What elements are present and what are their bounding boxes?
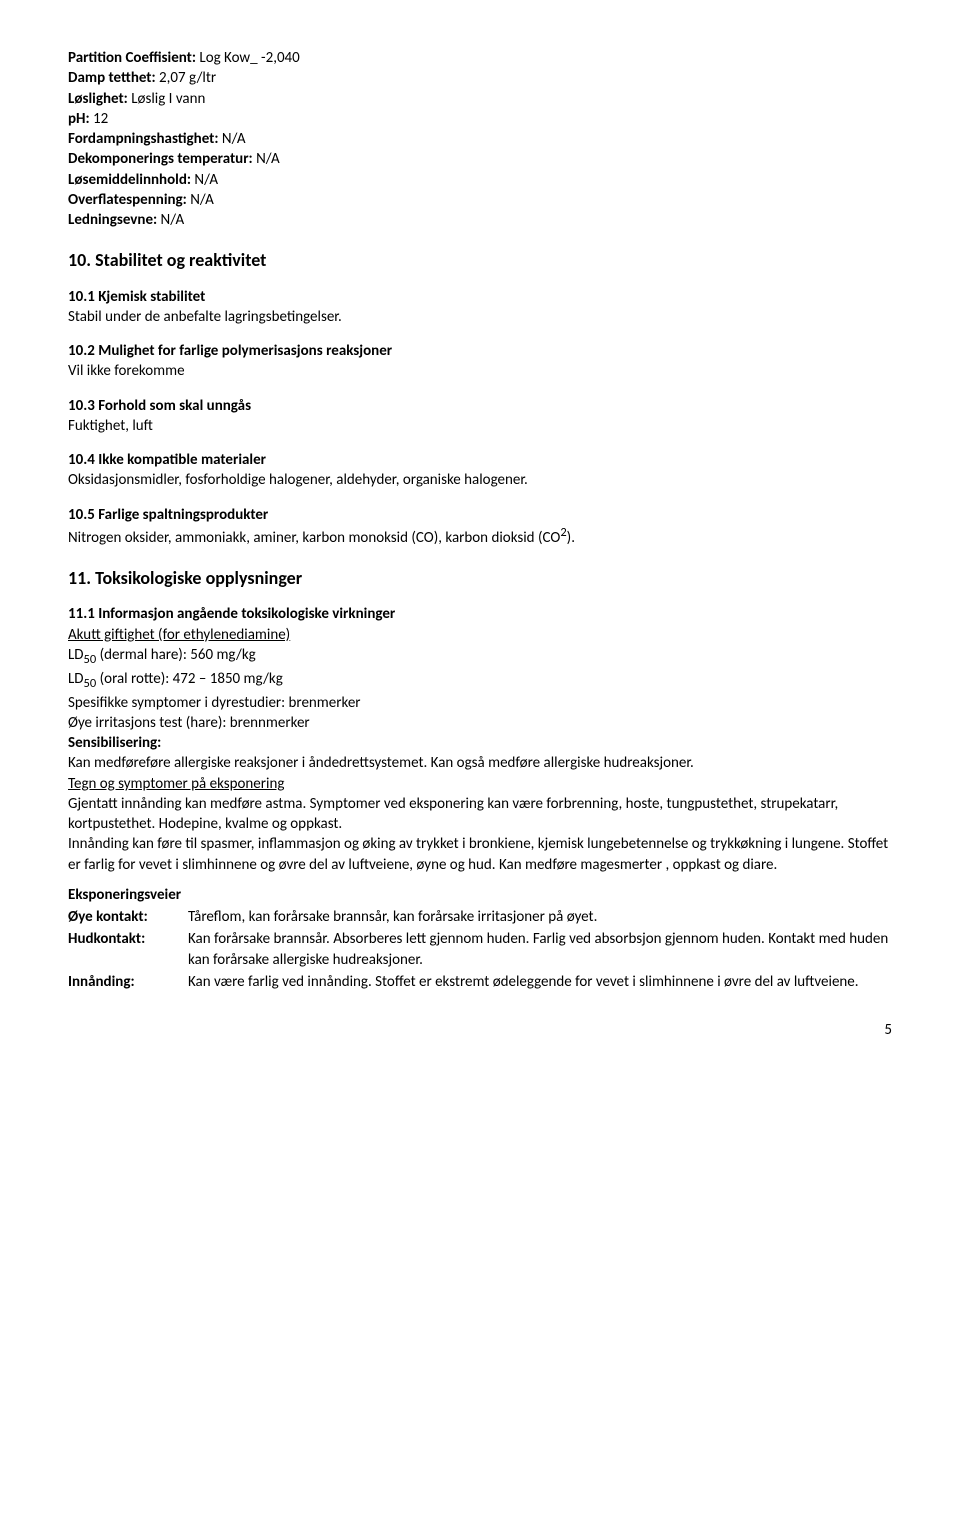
page-number: 5 bbox=[68, 1020, 892, 1040]
sensitisation-text: Kan medføreføre allergiske reaksjoner i … bbox=[68, 753, 892, 773]
section-10-5-heading: 10.5 Farlige spaltningsprodukter bbox=[68, 505, 892, 525]
ld50-dermal-prefix: LD bbox=[68, 646, 84, 664]
section-10-5-text: Nitrogen oksider, ammoniakk, aminer, kar… bbox=[68, 525, 892, 548]
ld50-dermal-subscript: 50 bbox=[84, 652, 97, 667]
section-10-2-heading: 10.2 Mulighet for farlige polymerisasjon… bbox=[68, 341, 892, 361]
exposure-eye-value: Tåreflom, kan forårsake brannsår, kan fo… bbox=[188, 907, 892, 927]
evaporation-value: N/A bbox=[219, 130, 246, 148]
solvent-value: N/A bbox=[191, 171, 218, 189]
solvent-label: Løsemiddelinnhold: bbox=[68, 171, 191, 189]
decomp-label: Dekomponerings temperatur: bbox=[68, 150, 253, 168]
section-10-5-text-b: ). bbox=[567, 529, 575, 547]
ld50-dermal-value: (dermal hare): 560 mg/kg bbox=[96, 646, 255, 664]
conductivity-value: N/A bbox=[157, 211, 184, 229]
solubility-label: Løslighet: bbox=[68, 90, 128, 108]
section-11-title: 11. Toksikologiske opplysninger bbox=[68, 566, 892, 590]
section-10-4-text: Oksidasjonsmidler, fosforholdige halogen… bbox=[68, 470, 892, 490]
evaporation-label: Fordampningshastighet: bbox=[68, 130, 219, 148]
section-10-3-heading: 10.3 Forhold som skal unngås bbox=[68, 396, 892, 416]
ld50-oral-value: (oral rotte): 472 – 1850 mg/kg bbox=[96, 670, 283, 688]
signs-symptoms-heading: Tegn og symptomer på eksponering bbox=[68, 774, 892, 794]
acute-toxicity-heading: Akutt giftighet (for ethylenediamine) bbox=[68, 625, 892, 645]
ld50-oral-subscript: 50 bbox=[84, 676, 97, 691]
surface-label: Overflatespenning: bbox=[68, 191, 187, 209]
exposure-inhalation-label: Innånding: bbox=[68, 972, 188, 992]
exposure-inhalation-value: Kan være farlig ved innånding. Stoffet e… bbox=[188, 972, 892, 992]
exposure-skin-label: Hudkontakt: bbox=[68, 929, 188, 949]
section-10-4-heading: 10.4 Ikke kompatible materialer bbox=[68, 450, 892, 470]
ph-label: pH: bbox=[68, 110, 90, 128]
exposure-skin-value: Kan forårsake brannsår. Absorberes lett … bbox=[188, 929, 892, 970]
ld50-dermal: LD50 (dermal hare): 560 mg/kg bbox=[68, 645, 892, 669]
exposure-inhalation-row: Innånding: Kan være farlig ved innånding… bbox=[68, 972, 892, 992]
damp-label: Damp tetthet: bbox=[68, 69, 156, 87]
surface-value: N/A bbox=[187, 191, 214, 209]
decomp-value: N/A bbox=[253, 150, 280, 168]
solubility-value: Løslig I vann bbox=[128, 90, 206, 108]
exposure-routes-heading: Eksponeringsveier bbox=[68, 885, 892, 905]
ph-value: 12 bbox=[90, 110, 109, 128]
sensitisation-heading: Sensibilisering: bbox=[68, 733, 892, 753]
exposure-skin-row: Hudkontakt: Kan forårsake brannsår. Abso… bbox=[68, 929, 892, 970]
section-10-5-text-a: Nitrogen oksider, ammoniakk, aminer, kar… bbox=[68, 529, 560, 547]
section-10-1-text: Stabil under de anbefalte lagringsbeting… bbox=[68, 307, 892, 327]
ld50-oral: LD50 (oral rotte): 472 – 1850 mg/kg bbox=[68, 669, 892, 693]
conductivity-label: Ledningsevne: bbox=[68, 211, 157, 229]
signs-symptoms-text-1: Gjentatt innånding kan medføre astma. Sy… bbox=[68, 794, 892, 835]
ld50-oral-prefix: LD bbox=[68, 670, 84, 688]
signs-symptoms-text-2: Innånding kan føre til spasmer, inflamma… bbox=[68, 834, 892, 875]
exposure-eye-label: Øye kontakt: bbox=[68, 907, 188, 927]
physical-properties: Partition Coeffisient: Log Kow_ -2,040 D… bbox=[68, 48, 892, 230]
partition-value: Log Kow_ -2,040 bbox=[196, 49, 300, 67]
section-11-1-heading: 11.1 Informasjon angående toksikologiske… bbox=[68, 604, 892, 624]
damp-value: 2,07 g/ltr bbox=[156, 69, 216, 87]
section-10-1-heading: 10.1 Kjemisk stabilitet bbox=[68, 287, 892, 307]
specific-symptoms: Spesifikke symptomer i dyrestudier: bren… bbox=[68, 693, 892, 713]
eye-irritation-test: Øye irritasjons test (hare): brennmerker bbox=[68, 713, 892, 733]
section-10-title: 10. Stabilitet og reaktivitet bbox=[68, 248, 892, 272]
section-10-2-text: Vil ikke forekomme bbox=[68, 361, 892, 381]
section-10-3-text: Fuktighet, luft bbox=[68, 416, 892, 436]
partition-label: Partition Coeffisient: bbox=[68, 49, 196, 67]
exposure-eye-row: Øye kontakt: Tåreflom, kan forårsake bra… bbox=[68, 907, 892, 927]
